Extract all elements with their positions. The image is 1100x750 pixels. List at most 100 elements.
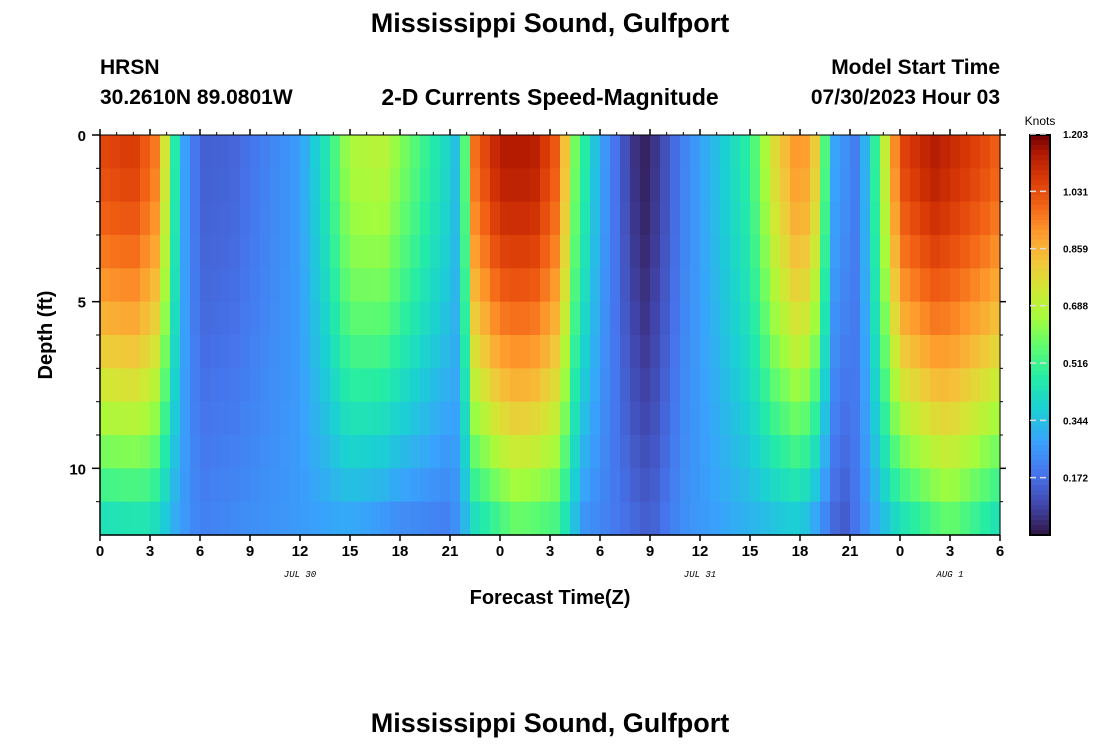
heatmap-cell	[940, 335, 951, 369]
heatmap-cell	[480, 501, 491, 536]
heatmap-cell	[850, 435, 861, 469]
heatmap-cell	[290, 268, 301, 303]
heatmap-cell	[330, 268, 341, 303]
heatmap-cell	[110, 135, 121, 169]
heatmap-cell	[960, 501, 971, 536]
heatmap-cell	[910, 301, 921, 336]
heatmap-cell	[740, 468, 751, 503]
heatmap-cell	[280, 468, 291, 503]
y-axis: 0 5 10	[69, 128, 1006, 535]
heatmap-cell	[810, 201, 821, 236]
heatmap-cell	[840, 235, 851, 269]
heatmap-cell	[780, 168, 791, 203]
heatmap-cell	[960, 301, 971, 336]
heatmap-cell	[730, 235, 741, 269]
heatmap-cell	[800, 468, 811, 503]
heatmap-cell	[160, 135, 171, 169]
heatmap-cell	[710, 135, 721, 169]
heatmap-cell	[540, 435, 551, 469]
heatmap-cell	[530, 401, 541, 436]
heatmap-cell	[110, 201, 121, 236]
heatmap-cell	[950, 268, 961, 303]
heatmap-cell	[280, 368, 291, 403]
heatmap-cell	[160, 335, 171, 369]
heatmap-cell	[200, 135, 211, 169]
heatmap-cell	[590, 268, 601, 303]
date-label: JUL 30	[284, 570, 317, 580]
colorbar-segment	[1030, 190, 1050, 196]
heatmap-cell	[870, 435, 881, 469]
heatmap-cell	[190, 301, 201, 336]
heatmap-cell	[420, 401, 431, 436]
heatmap-cell	[120, 301, 131, 336]
heatmap-cell	[890, 335, 901, 369]
heatmap-cell	[190, 368, 201, 403]
heatmap-cell	[200, 435, 211, 469]
heatmap-cell	[620, 135, 631, 169]
heatmap-cell	[610, 368, 621, 403]
heatmap-cell	[720, 168, 731, 203]
heatmap-cell	[320, 435, 331, 469]
heatmap-cell	[780, 501, 791, 536]
colorbar-segment	[1030, 420, 1050, 426]
heatmap-cell	[780, 301, 791, 336]
heatmap-cell	[580, 301, 591, 336]
heatmap-cell	[750, 368, 761, 403]
heatmap-cell	[120, 168, 131, 203]
heatmap-cell	[950, 335, 961, 369]
heatmap-cell	[380, 301, 391, 336]
heatmap-cell	[860, 201, 871, 236]
heatmap-cell	[520, 235, 531, 269]
heatmap-cell	[120, 268, 131, 303]
heatmap-cell	[870, 168, 881, 203]
heatmap-cell	[500, 368, 511, 403]
heatmap-cell	[240, 201, 251, 236]
heatmap-cell	[640, 201, 651, 236]
heatmap-cell	[420, 335, 431, 369]
repeat-title: Mississippi Sound, Gulfport	[370, 708, 730, 738]
heatmap-cell	[450, 468, 461, 503]
heatmap-cell	[240, 301, 251, 336]
heatmap-cell	[350, 368, 361, 403]
heatmap-cell	[460, 501, 471, 536]
heatmap-cell	[110, 401, 121, 436]
colorbar-segment	[1030, 520, 1050, 526]
heatmap-cell	[720, 301, 731, 336]
heatmap-cell	[290, 501, 301, 536]
heatmap-cell	[480, 468, 491, 503]
heatmap-cell	[840, 401, 851, 436]
heatmap-cell	[180, 301, 191, 336]
heatmap-cell	[530, 501, 541, 536]
heatmap-cell	[800, 235, 811, 269]
heatmap-cell	[410, 135, 421, 169]
heatmap-cell	[710, 235, 721, 269]
heatmap-cell	[550, 201, 561, 236]
colorbar-segment	[1030, 425, 1050, 431]
heatmap-cell	[280, 201, 291, 236]
heatmap-cell	[170, 335, 181, 369]
heatmap-cell	[890, 301, 901, 336]
heatmap-cell	[470, 468, 481, 503]
colorbar-segment	[1030, 310, 1050, 316]
heatmap-cell	[400, 368, 411, 403]
heatmap-cell	[590, 468, 601, 503]
heatmap-cell	[120, 435, 131, 469]
heatmap-cell	[160, 501, 171, 536]
heatmap-cell	[410, 401, 421, 436]
heatmap-cell	[370, 168, 381, 203]
colorbar-tick-label: 1.203	[1063, 130, 1088, 141]
heatmap-cell	[240, 501, 251, 536]
heatmap-cell	[410, 501, 421, 536]
heatmap-cell	[260, 335, 271, 369]
heatmap-cell	[600, 235, 611, 269]
heatmap-cell	[310, 401, 321, 436]
heatmap-cell	[940, 135, 951, 169]
heatmap-cell	[150, 235, 161, 269]
heatmap-cell	[170, 368, 181, 403]
chart-subtitle: 2-D Currents Speed-Magnitude	[381, 84, 719, 110]
heatmap-cell	[710, 301, 721, 336]
heatmap-cell	[430, 335, 441, 369]
heatmap-cell	[770, 468, 781, 503]
heatmap-cell	[450, 368, 461, 403]
colorbar-segment	[1030, 375, 1050, 381]
